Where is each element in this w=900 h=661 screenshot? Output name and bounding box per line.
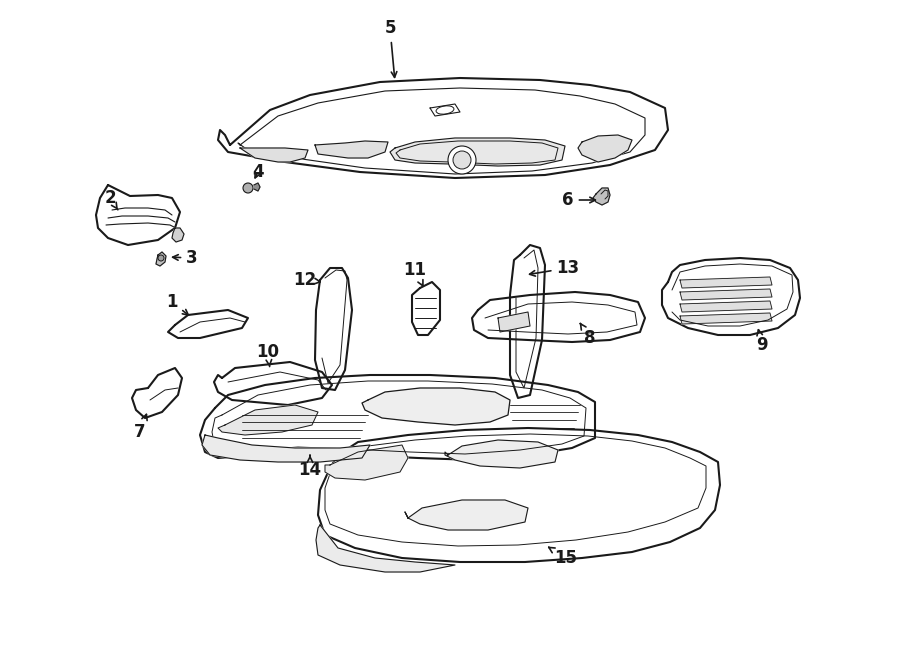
Polygon shape bbox=[218, 78, 668, 178]
Polygon shape bbox=[318, 428, 720, 562]
Polygon shape bbox=[168, 310, 248, 338]
Polygon shape bbox=[254, 183, 260, 191]
Text: 4: 4 bbox=[252, 163, 264, 181]
Polygon shape bbox=[662, 258, 800, 335]
Polygon shape bbox=[362, 388, 510, 425]
Text: 3: 3 bbox=[173, 249, 198, 267]
Text: 10: 10 bbox=[256, 343, 280, 367]
Polygon shape bbox=[172, 228, 184, 242]
Text: 5: 5 bbox=[384, 19, 397, 77]
Polygon shape bbox=[680, 277, 772, 288]
Text: 8: 8 bbox=[580, 323, 596, 347]
Circle shape bbox=[453, 151, 471, 169]
Polygon shape bbox=[214, 362, 332, 405]
Polygon shape bbox=[472, 292, 645, 342]
Text: 7: 7 bbox=[134, 414, 147, 441]
Polygon shape bbox=[593, 188, 610, 205]
Text: 13: 13 bbox=[529, 259, 580, 277]
Polygon shape bbox=[96, 185, 180, 245]
Polygon shape bbox=[578, 135, 632, 162]
Polygon shape bbox=[315, 268, 352, 390]
Polygon shape bbox=[202, 435, 370, 462]
Polygon shape bbox=[240, 148, 308, 162]
Polygon shape bbox=[315, 141, 388, 158]
Circle shape bbox=[158, 255, 164, 261]
Polygon shape bbox=[412, 282, 440, 335]
Text: 12: 12 bbox=[293, 271, 320, 289]
Polygon shape bbox=[325, 445, 408, 480]
Text: 9: 9 bbox=[756, 330, 768, 354]
Polygon shape bbox=[316, 525, 455, 572]
Text: 15: 15 bbox=[549, 547, 578, 567]
Polygon shape bbox=[510, 245, 545, 398]
Polygon shape bbox=[680, 313, 772, 324]
Polygon shape bbox=[200, 375, 595, 460]
Polygon shape bbox=[156, 252, 166, 266]
Polygon shape bbox=[445, 440, 558, 468]
Polygon shape bbox=[498, 312, 530, 332]
Polygon shape bbox=[680, 289, 772, 300]
Text: 1: 1 bbox=[166, 293, 188, 315]
Text: 2: 2 bbox=[104, 189, 118, 210]
Circle shape bbox=[243, 183, 253, 193]
Polygon shape bbox=[405, 500, 528, 530]
Polygon shape bbox=[680, 301, 772, 312]
Text: 14: 14 bbox=[299, 455, 321, 479]
Polygon shape bbox=[218, 405, 318, 435]
Text: 6: 6 bbox=[562, 191, 596, 209]
Polygon shape bbox=[132, 368, 182, 418]
Circle shape bbox=[448, 146, 476, 174]
Text: 11: 11 bbox=[403, 261, 427, 286]
Polygon shape bbox=[390, 138, 565, 166]
